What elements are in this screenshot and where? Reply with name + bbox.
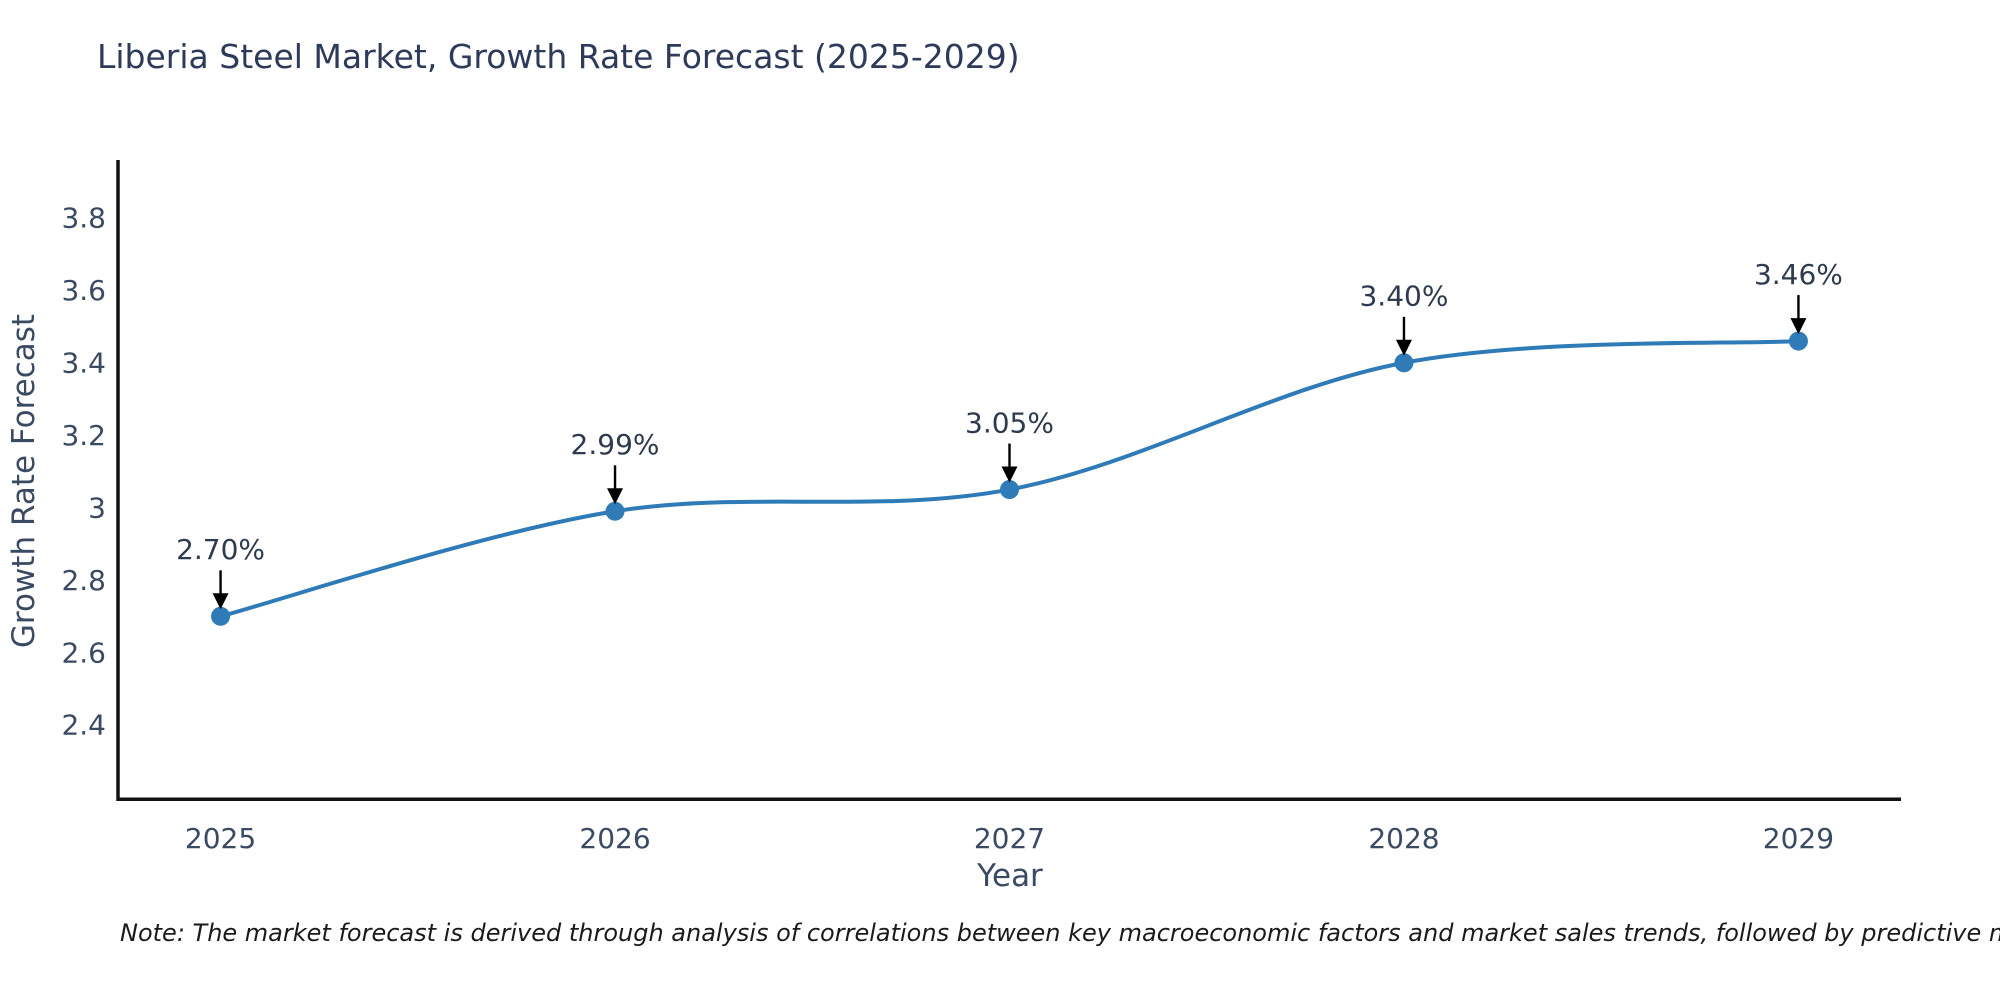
- x-tick-label: 2028: [1368, 822, 1439, 855]
- annotation-arrowhead: [1790, 318, 1807, 335]
- footnote: Note: The market forecast is derived thr…: [120, 919, 2000, 947]
- x-tick-label: 2025: [185, 822, 256, 855]
- y-tick-label: 3.4: [61, 347, 106, 380]
- x-tick-label: 2029: [1763, 822, 1834, 855]
- chart-title: Liberia Steel Market, Growth Rate Foreca…: [97, 37, 1020, 76]
- x-tick-label: 2027: [974, 822, 1045, 855]
- data-point-marker: [605, 501, 625, 521]
- axes-layer: 2.4 2.6 2.8 3 3.2 3.4 3.6 3.8 2025 2026 2027 2028 20…: [61, 160, 1901, 855]
- data-point-label: 3.40%: [1359, 280, 1448, 313]
- data-point-marker: [1394, 353, 1414, 373]
- data-point-label: 3.46%: [1754, 258, 1843, 291]
- y-tick-label: 3.8: [61, 202, 106, 235]
- annotation-arrowhead: [607, 488, 624, 505]
- series-layer: [211, 331, 1808, 626]
- annotation-layer: 2.70% 2.99% 3.05% 3.40% 3.46%: [176, 258, 1843, 610]
- axis-spines: [116, 160, 1901, 801]
- y-tick-label: 2.6: [61, 636, 106, 669]
- y-tick-label: 3.6: [61, 274, 106, 307]
- y-tick-label: 2.8: [61, 564, 106, 597]
- y-tick-label: 2.4: [61, 709, 106, 742]
- data-point-label: 2.99%: [571, 428, 660, 461]
- data-point-label: 2.70%: [176, 533, 265, 566]
- data-point-marker: [211, 606, 231, 626]
- annotation-arrowhead: [212, 593, 229, 610]
- annotation-arrowhead: [1395, 339, 1412, 356]
- data-point-marker: [1788, 331, 1808, 351]
- data-point-marker: [1000, 480, 1019, 500]
- x-tick-label: 2026: [579, 822, 650, 855]
- annotation-arrowhead: [1001, 466, 1018, 483]
- data-point-label: 3.05%: [965, 406, 1054, 439]
- y-axis-title: Growth Rate Forecast: [6, 314, 42, 648]
- x-axis-title: Year: [976, 858, 1043, 894]
- y-tick-label: 3.2: [61, 419, 106, 452]
- y-tick-label: 3: [88, 491, 106, 524]
